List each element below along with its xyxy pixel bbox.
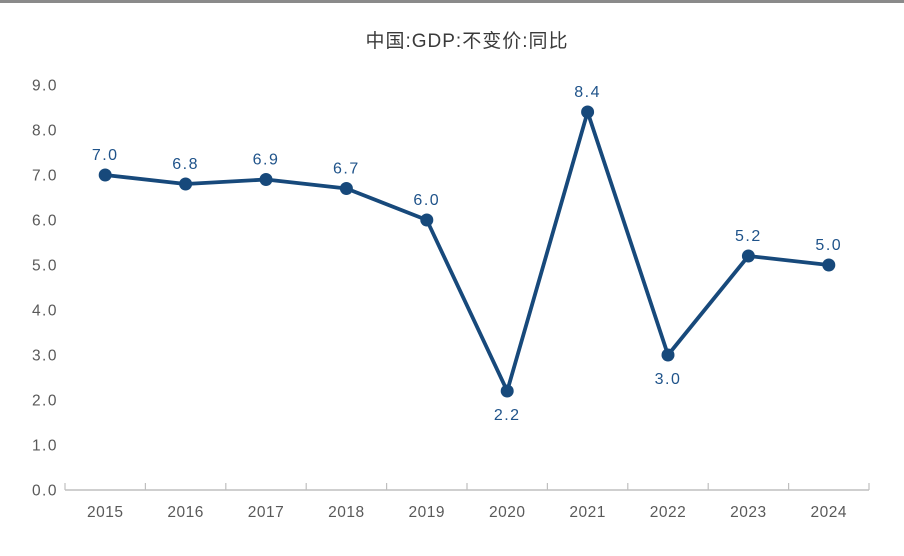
- data-point: [420, 213, 434, 227]
- x-tick-label: 2022: [650, 504, 686, 521]
- y-tick-label: 8.0: [32, 123, 58, 140]
- x-tick-label: 2019: [409, 504, 445, 521]
- x-tick-label: 2016: [167, 504, 203, 521]
- series-line: [103, 110, 831, 393]
- top-divider: [0, 0, 904, 3]
- data-point-label: 6.9: [253, 152, 280, 169]
- data-point: [179, 177, 193, 191]
- y-tick-label: 9.0: [32, 78, 58, 95]
- data-point: [741, 249, 755, 263]
- y-tick-label: 0.0: [32, 483, 58, 500]
- data-point-label: 6.7: [333, 161, 360, 178]
- x-tick-label: 2018: [328, 504, 364, 521]
- x-tick-label: 2024: [811, 504, 847, 521]
- y-tick-label: 7.0: [32, 168, 58, 185]
- data-point-label: 7.0: [92, 147, 119, 164]
- data-point: [500, 384, 514, 398]
- data-point: [661, 348, 675, 362]
- data-point: [259, 173, 273, 186]
- data-point-label: 2.2: [494, 407, 521, 424]
- data-point: [581, 105, 595, 119]
- data-point-label: 5.0: [815, 237, 842, 254]
- y-tick-label: 2.0: [32, 393, 58, 410]
- data-point-label: 8.4: [574, 84, 601, 101]
- data-point-label: 3.0: [655, 371, 682, 388]
- chart-title: 中国:GDP:不变价:同比: [365, 31, 569, 52]
- y-tick-label: 1.0: [32, 438, 58, 455]
- y-tick-label: 5.0: [32, 258, 58, 275]
- y-tick-label: 3.0: [32, 348, 58, 365]
- data-point: [339, 182, 353, 195]
- data-point: [98, 168, 112, 182]
- y-tick-label: 4.0: [32, 303, 58, 320]
- data-point: [822, 258, 836, 272]
- y-tick-label: 6.0: [32, 213, 58, 230]
- data-point-label: 5.2: [735, 228, 762, 245]
- x-tick-label: 2015: [87, 504, 123, 521]
- x-tick-label: 2023: [730, 504, 766, 521]
- x-tick-label: 2021: [569, 504, 605, 521]
- data-point-label: 6.8: [172, 156, 199, 173]
- x-tick-label: 2020: [489, 504, 525, 521]
- x-tick-label: 2017: [248, 504, 284, 521]
- data-point-label: 6.0: [413, 192, 440, 209]
